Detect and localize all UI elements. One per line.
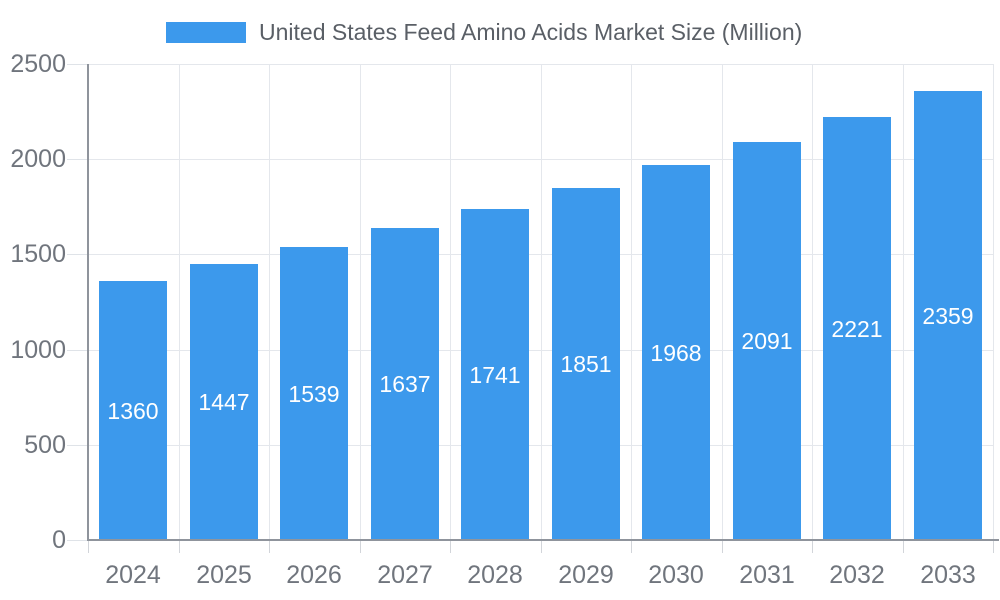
gridline-horizontal bbox=[88, 350, 993, 351]
x-axis-tick bbox=[993, 541, 994, 553]
bar-2024[interactable] bbox=[99, 281, 167, 540]
y-tick-label-1500: 1500 bbox=[10, 240, 66, 268]
bar-2030[interactable] bbox=[642, 165, 710, 540]
legend-item[interactable]: United States Feed Amino Acids Market Si… bbox=[166, 19, 802, 46]
bar-value-label-2030: 1968 bbox=[650, 340, 702, 366]
y-tick-label-0: 0 bbox=[52, 526, 66, 554]
x-axis-tick bbox=[903, 541, 904, 553]
x-axis-tick bbox=[631, 541, 632, 553]
x-axis-tick bbox=[269, 541, 270, 553]
x-tick-label-2028: 2028 bbox=[467, 561, 523, 589]
y-axis-tick bbox=[67, 540, 88, 541]
x-axis-tick bbox=[179, 541, 180, 553]
bar-2026[interactable] bbox=[280, 247, 348, 540]
x-axis-tick bbox=[360, 541, 361, 553]
bar-value-label-2025: 1447 bbox=[198, 389, 250, 415]
x-tick-label-2024: 2024 bbox=[105, 561, 161, 589]
y-axis-tick bbox=[67, 254, 88, 255]
bar-2025[interactable] bbox=[190, 264, 258, 540]
x-axis-tick bbox=[722, 541, 723, 553]
bar-2033[interactable] bbox=[914, 91, 982, 540]
bar-value-label-2024: 1360 bbox=[107, 398, 159, 424]
gridline-vertical bbox=[450, 64, 451, 540]
x-tick-label-2033: 2033 bbox=[920, 561, 976, 589]
gridline-vertical bbox=[269, 64, 270, 540]
bar-value-label-2033: 2359 bbox=[922, 303, 974, 329]
gridline-vertical bbox=[179, 64, 180, 540]
y-tick-label-2000: 2000 bbox=[10, 145, 66, 173]
gridline-horizontal bbox=[88, 445, 993, 446]
bar-2032[interactable] bbox=[823, 117, 891, 540]
bar-2029[interactable] bbox=[552, 188, 620, 540]
y-axis-tick bbox=[67, 445, 88, 446]
bar-value-label-2026: 1539 bbox=[288, 381, 340, 407]
bar-value-label-2028: 1741 bbox=[469, 362, 521, 388]
gridline-vertical bbox=[812, 64, 813, 540]
bar-value-label-2031: 2091 bbox=[741, 328, 793, 354]
y-axis-line bbox=[87, 64, 89, 540]
x-tick-label-2026: 2026 bbox=[286, 561, 342, 589]
bar-2028[interactable] bbox=[461, 209, 529, 540]
bar-2031[interactable] bbox=[733, 142, 801, 540]
gridline-horizontal bbox=[88, 64, 993, 65]
gridline-vertical bbox=[541, 64, 542, 540]
y-tick-label-2500: 2500 bbox=[10, 50, 66, 78]
x-axis-tick bbox=[541, 541, 542, 553]
gridline-vertical bbox=[631, 64, 632, 540]
x-tick-label-2031: 2031 bbox=[739, 561, 795, 589]
x-tick-label-2027: 2027 bbox=[377, 561, 433, 589]
gridline-vertical bbox=[993, 64, 994, 540]
gridline-vertical bbox=[722, 64, 723, 540]
bar-2027[interactable] bbox=[371, 228, 439, 540]
bar-value-label-2032: 2221 bbox=[831, 316, 883, 342]
x-tick-label-2032: 2032 bbox=[829, 561, 885, 589]
x-axis-tick bbox=[450, 541, 451, 553]
y-axis-tick bbox=[67, 64, 88, 65]
y-axis-tick bbox=[67, 159, 88, 160]
bar-value-label-2029: 1851 bbox=[560, 351, 612, 377]
x-axis-tick bbox=[812, 541, 813, 553]
gridline-vertical bbox=[903, 64, 904, 540]
legend-swatch-icon bbox=[166, 22, 246, 43]
gridline-vertical bbox=[360, 64, 361, 540]
y-tick-label-500: 500 bbox=[24, 431, 66, 459]
x-tick-label-2030: 2030 bbox=[648, 561, 704, 589]
x-tick-label-2025: 2025 bbox=[196, 561, 252, 589]
gridline-horizontal bbox=[88, 159, 993, 160]
bar-value-label-2027: 1637 bbox=[379, 371, 431, 397]
legend-label: United States Feed Amino Acids Market Si… bbox=[259, 19, 803, 45]
x-tick-label-2029: 2029 bbox=[558, 561, 614, 589]
y-tick-label-1000: 1000 bbox=[10, 336, 66, 364]
x-axis-line bbox=[87, 539, 999, 541]
x-axis-tick bbox=[88, 541, 89, 553]
gridline-horizontal bbox=[88, 254, 993, 255]
y-axis-tick bbox=[67, 350, 88, 351]
